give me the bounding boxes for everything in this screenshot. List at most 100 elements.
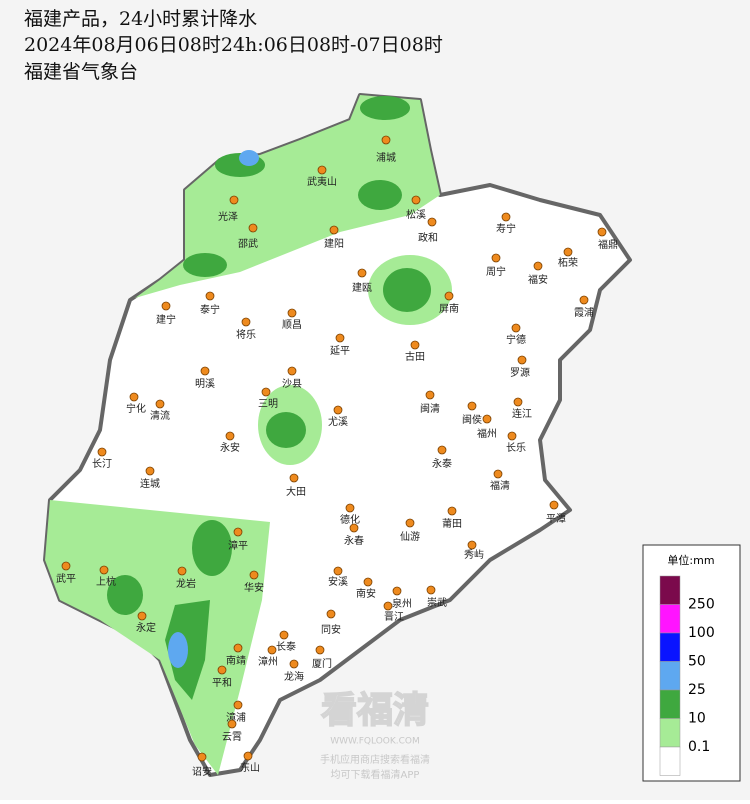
city-dot bbox=[197, 752, 207, 762]
watermark-name: 看福清 bbox=[321, 690, 429, 731]
city-dot bbox=[241, 317, 251, 327]
city-label: 泉州 bbox=[392, 597, 412, 610]
city-dot bbox=[287, 308, 297, 318]
city-dot bbox=[482, 414, 492, 424]
city-label: 上杭 bbox=[96, 575, 116, 588]
city-dot bbox=[137, 611, 147, 621]
city-dot bbox=[200, 366, 210, 376]
city-dot bbox=[513, 397, 523, 407]
city-dot bbox=[243, 751, 253, 761]
city-dot bbox=[333, 405, 343, 415]
city-dot bbox=[345, 503, 355, 513]
title: 福建产品，24小时累计降水 bbox=[24, 8, 257, 30]
city-dot bbox=[317, 165, 327, 175]
city-dot bbox=[129, 392, 139, 402]
city-label: 泰宁 bbox=[200, 303, 220, 316]
city-label: 仙游 bbox=[400, 530, 420, 543]
city-label: 福鼎 bbox=[598, 238, 618, 251]
legend-swatch bbox=[659, 661, 681, 691]
city-dot bbox=[491, 253, 501, 263]
city-dot bbox=[381, 135, 391, 145]
legend-swatch bbox=[659, 718, 681, 748]
city-dot bbox=[177, 566, 187, 576]
city-dot bbox=[329, 225, 339, 235]
city-label: 诏安 bbox=[192, 765, 212, 778]
rain-areas bbox=[45, 95, 452, 775]
city-dot bbox=[426, 585, 436, 595]
city-dot bbox=[392, 586, 402, 596]
city-label: 宁德 bbox=[506, 333, 526, 346]
city-dot bbox=[289, 659, 299, 669]
city-label: 建宁 bbox=[156, 313, 176, 326]
city-dot bbox=[579, 295, 589, 305]
city-label: 福安 bbox=[528, 273, 548, 286]
city-label: 安溪 bbox=[328, 575, 348, 588]
city-dot bbox=[326, 609, 336, 619]
city-dot bbox=[533, 261, 543, 271]
city-dot bbox=[563, 247, 573, 257]
city-dot bbox=[99, 565, 109, 575]
city-dot bbox=[225, 431, 235, 441]
city-dot bbox=[493, 469, 503, 479]
city-label: 松溪 bbox=[406, 208, 426, 221]
city-label: 永安 bbox=[220, 441, 240, 454]
city-label: 厦门 bbox=[312, 657, 332, 670]
city-label: 长乐 bbox=[506, 442, 526, 454]
city-dot bbox=[267, 645, 277, 655]
city-dot bbox=[349, 523, 359, 533]
legend-box bbox=[642, 544, 741, 782]
city-label: 建阳 bbox=[324, 237, 344, 250]
city-label: 晋江 bbox=[384, 611, 404, 623]
city-label: 顺昌 bbox=[282, 319, 302, 331]
city-dot bbox=[248, 223, 258, 233]
city-dot bbox=[467, 401, 477, 411]
city-label: 闽侯 bbox=[462, 413, 482, 426]
city-dot bbox=[447, 506, 457, 516]
city-dot bbox=[61, 561, 71, 571]
city-dot bbox=[205, 291, 215, 301]
subtitle: 2024年08月06日08时24h:06日08时-07日08时 bbox=[24, 34, 443, 56]
legend-label: 10 bbox=[688, 711, 706, 727]
city-label: 平潭 bbox=[546, 513, 566, 525]
city-label: 东山 bbox=[240, 761, 260, 774]
city-label: 云霄 bbox=[222, 731, 242, 743]
city-label: 政和 bbox=[418, 231, 438, 244]
city-label: 连江 bbox=[512, 407, 532, 420]
city-label: 福清 bbox=[490, 479, 510, 492]
city-dot bbox=[467, 540, 477, 550]
city-label: 莆田 bbox=[442, 517, 462, 530]
city-label: 柘荣 bbox=[558, 256, 578, 269]
city-dot bbox=[233, 700, 243, 710]
watermark-url: WWW.FQLOOK.COM bbox=[330, 737, 420, 747]
city-dot bbox=[97, 447, 107, 457]
city-dot bbox=[427, 217, 437, 227]
city-dot bbox=[335, 333, 345, 343]
city-label: 光泽 bbox=[218, 210, 238, 223]
legend-swatch bbox=[659, 604, 681, 634]
watermark: 看福清 WWW.FQLOOK.COM 手机应用商店搜索看福清 均可下载看福清AP… bbox=[320, 689, 430, 781]
city-dot bbox=[145, 466, 155, 476]
city-dot bbox=[315, 645, 325, 655]
legend-swatch bbox=[659, 575, 681, 605]
city-label: 武夷山 bbox=[307, 175, 337, 188]
legend-swatch bbox=[659, 689, 681, 719]
city-dot bbox=[287, 366, 297, 376]
city-label: 长泰 bbox=[276, 640, 296, 653]
legend-label: 50 bbox=[688, 654, 706, 670]
city-dot bbox=[161, 301, 171, 311]
city-dot bbox=[279, 630, 289, 640]
city-dot bbox=[405, 518, 415, 528]
city-label: 大田 bbox=[286, 485, 306, 498]
city-label: 尤溪 bbox=[328, 415, 348, 428]
city-label: 南靖 bbox=[226, 654, 246, 667]
city-dot bbox=[227, 719, 237, 729]
watermark-line: 均可下载看福清APP bbox=[331, 768, 420, 781]
legend-swatch bbox=[659, 632, 681, 662]
city-dot bbox=[363, 577, 373, 587]
city-dot bbox=[217, 665, 227, 675]
city-label: 沙县 bbox=[282, 378, 302, 390]
city-dot bbox=[233, 527, 243, 537]
city-label: 武平 bbox=[56, 572, 76, 585]
city-label: 连城 bbox=[140, 477, 160, 490]
